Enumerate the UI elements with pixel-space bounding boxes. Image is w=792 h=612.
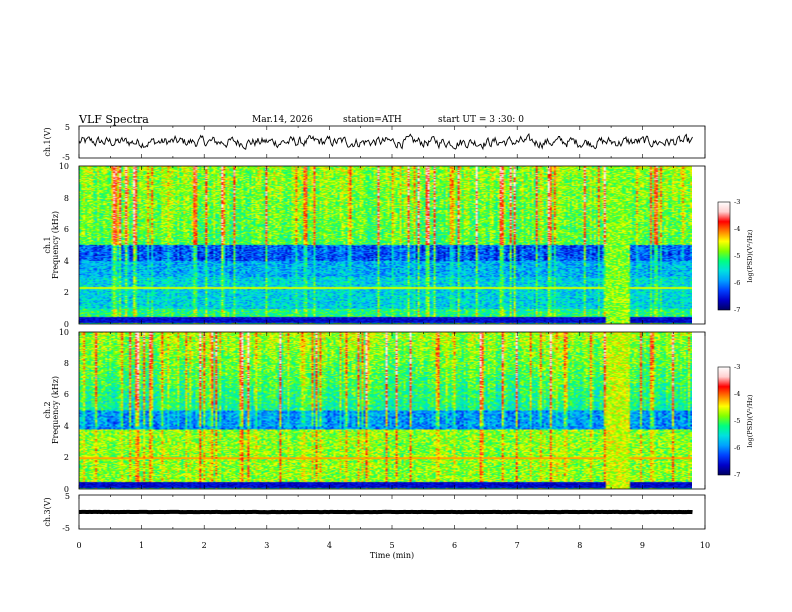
figure-title: VLF Spectra bbox=[78, 113, 149, 126]
ch1-ytick-4: 4 bbox=[64, 257, 69, 266]
xtick-8: 8 bbox=[577, 541, 582, 550]
ch2-ytick-8: 8 bbox=[64, 359, 69, 368]
ch1-spectrogram-ylabel: Frequency (kHz) bbox=[51, 211, 60, 279]
ch3-waveform-ylabel: ch.3(V) bbox=[43, 497, 52, 526]
xtick-3: 3 bbox=[264, 541, 269, 550]
ch2-colorbar-tick-m7: -7 bbox=[734, 471, 740, 479]
ch1-ytick-6: 6 bbox=[64, 225, 69, 234]
start-ut-label: start UT = 3 :30: 0 bbox=[438, 115, 524, 125]
ch1-ytick-8: 8 bbox=[64, 194, 69, 203]
ch1-spectrogram-yticks: 0 2 4 6 8 10 bbox=[59, 162, 69, 329]
ch2-colorbar-gradient bbox=[717, 366, 731, 476]
xtick-5: 5 bbox=[389, 541, 394, 550]
date-label: Mar.14, 2026 bbox=[252, 115, 313, 125]
xtick-9: 9 bbox=[640, 541, 645, 550]
ch1-spectrogram-panel: 0 2 4 6 8 10 ch.1 Frequency (kHz) bbox=[43, 162, 706, 329]
ch3-ytick-bottom: -5 bbox=[62, 524, 70, 533]
ch1-waveform-panel: 5 -5 ch.1(V) bbox=[43, 123, 706, 162]
x-axis-label: Time (min) bbox=[370, 551, 414, 560]
ch1-spectrogram-channel-label: ch.1 bbox=[43, 236, 52, 253]
ch2-spectrogram-panel: 0 2 4 6 8 10 ch.2 Frequency (kHz) bbox=[43, 328, 706, 494]
ch1-colorbar: -3 -4 -5 -6 -7 log(PSD)(V²/Hz) bbox=[717, 198, 754, 314]
xtick-2: 2 bbox=[202, 541, 207, 550]
ch2-ytick-0: 0 bbox=[64, 485, 69, 494]
ch1-colorbar-label: log(PSD)(V²/Hz) bbox=[746, 229, 754, 282]
xtick-4: 4 bbox=[327, 541, 332, 550]
ch2-colorbar-tick-m5: -5 bbox=[734, 417, 740, 425]
tick-marks bbox=[78, 126, 706, 529]
xtick-7: 7 bbox=[515, 541, 520, 550]
ch2-spectrogram-image bbox=[79, 332, 692, 489]
ch2-ytick-10: 10 bbox=[59, 328, 69, 337]
ch2-colorbar-label: log(PSD)(V²/Hz) bbox=[746, 394, 754, 447]
ch1-colorbar-gradient bbox=[717, 201, 731, 311]
ch2-ytick-2: 2 bbox=[64, 453, 69, 462]
ch1-colorbar-tick-m5: -5 bbox=[734, 252, 740, 260]
station-label: station=ATH bbox=[343, 115, 402, 125]
ch2-spectrogram-ylabel: Frequency (kHz) bbox=[51, 376, 60, 444]
ch2-colorbar-tick-m3: -3 bbox=[734, 363, 740, 371]
xtick-10: 10 bbox=[700, 541, 710, 550]
ch1-colorbar-tick-m7: -7 bbox=[734, 306, 740, 314]
ch1-ytick-10: 10 bbox=[59, 162, 69, 171]
ch1-colorbar-tick-m4: -4 bbox=[734, 225, 740, 233]
ch2-colorbar-tick-m4: -4 bbox=[734, 390, 740, 398]
ch1-ytick-2: 2 bbox=[64, 288, 69, 297]
ch2-colorbar: -3 -4 -5 -6 -7 log(PSD)(V²/Hz) bbox=[717, 363, 754, 479]
xtick-1: 1 bbox=[139, 541, 144, 550]
ch3-ytick-top: 5 bbox=[65, 492, 70, 501]
ch1-waveform-line bbox=[78, 132, 693, 151]
ch1-colorbar-tick-m6: -6 bbox=[734, 279, 740, 287]
time-axis: 0 1 2 3 4 5 6 7 8 9 10 Time (min) bbox=[76, 541, 710, 560]
ch1-ytick-bottom: -5 bbox=[62, 153, 70, 162]
ch3-waveform-panel: 5 -5 ch.3(V) bbox=[43, 492, 706, 533]
ch2-spectrogram-channel-label: ch.2 bbox=[43, 401, 52, 418]
ch2-ytick-4: 4 bbox=[64, 422, 69, 431]
ch2-spectrogram-yticks: 0 2 4 6 8 10 bbox=[59, 328, 69, 494]
ch2-ytick-6: 6 bbox=[64, 390, 69, 399]
ch1-colorbar-tick-m3: -3 bbox=[734, 198, 740, 206]
xtick-6: 6 bbox=[452, 541, 457, 550]
ch1-spectrogram-image bbox=[79, 166, 692, 324]
ch1-waveform-ylabel: ch.1(V) bbox=[43, 127, 52, 156]
ch1-ytick-0: 0 bbox=[64, 320, 69, 329]
ch2-colorbar-tick-m6: -6 bbox=[734, 444, 740, 452]
xtick-0: 0 bbox=[76, 541, 81, 550]
ch1-ytick-top: 5 bbox=[65, 123, 70, 132]
